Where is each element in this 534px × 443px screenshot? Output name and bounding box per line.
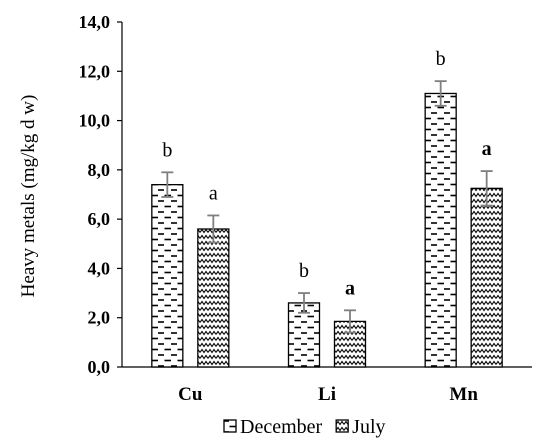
legend-swatch	[335, 419, 349, 433]
y-tick-label: 14,0	[79, 12, 111, 32]
y-tick-label: 12,0	[79, 61, 111, 81]
y-tick-label: 0,0	[88, 357, 111, 377]
significance-letter: b	[299, 260, 309, 282]
x-tick-label: Cu	[178, 384, 203, 405]
legend-swatch	[223, 419, 237, 433]
y-tick-label: 8,0	[88, 160, 111, 180]
bar	[151, 183, 184, 368]
significance-letters: b a b a b a	[162, 48, 491, 299]
bar	[470, 187, 503, 368]
bars	[151, 92, 503, 368]
bar	[197, 228, 230, 368]
error-bars	[161, 80, 493, 334]
significance-letter: b	[162, 139, 172, 161]
legend-label: July	[352, 416, 385, 438]
y-axis-title: Heavy metals (mg/kg d w)	[18, 95, 39, 298]
x-tick-label: Li	[318, 384, 336, 405]
x-tick-label: Mn	[449, 384, 478, 405]
significance-letter: a	[209, 182, 218, 204]
legend-label: December	[240, 416, 323, 438]
axes	[121, 22, 532, 368]
y-tick-label: 4,0	[88, 258, 111, 278]
significance-letter: a	[345, 277, 355, 299]
legend: December July	[223, 416, 386, 438]
y-tick-label: 6,0	[88, 209, 111, 229]
significance-letter: a	[482, 138, 492, 160]
y-tick-label: 2,0	[88, 308, 111, 328]
significance-letter: b	[436, 48, 446, 70]
x-axis-ticks: Cu Li Mn	[178, 384, 478, 405]
y-axis-ticks: 0,0 2,0 4,0 6,0 8,0 10,0 12,0 14,0	[79, 12, 122, 377]
y-tick-label: 10,0	[79, 111, 111, 131]
bar	[424, 92, 457, 368]
